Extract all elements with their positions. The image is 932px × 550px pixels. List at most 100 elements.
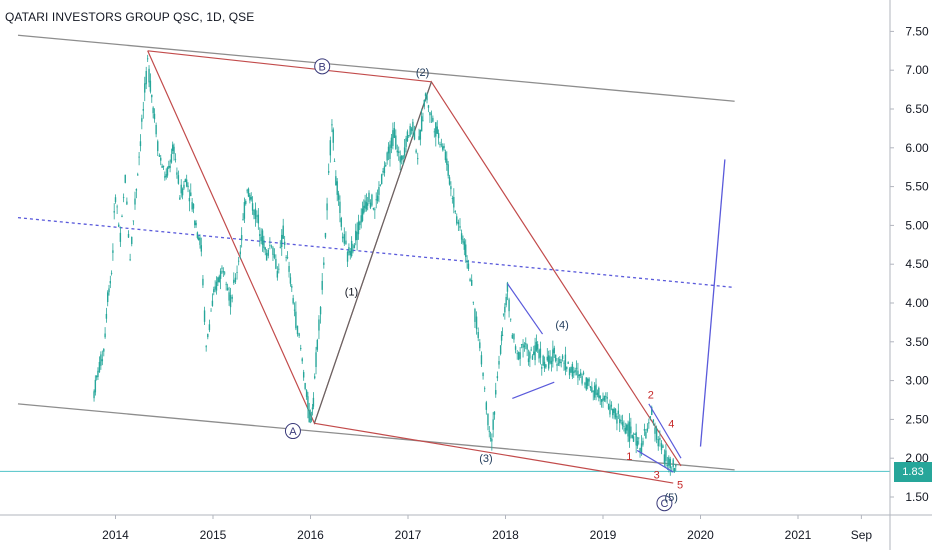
candle-body bbox=[375, 199, 377, 201]
channel-line[interactable] bbox=[506, 283, 544, 335]
candle-body bbox=[429, 112, 431, 116]
candle-body bbox=[379, 184, 382, 186]
candle-body bbox=[560, 362, 562, 364]
candle-body bbox=[623, 426, 625, 428]
candle-body bbox=[568, 368, 571, 376]
candle-body bbox=[233, 279, 235, 283]
candle-body bbox=[110, 272, 113, 274]
candle-body bbox=[132, 220, 135, 222]
candle-body bbox=[588, 378, 590, 382]
price-axis-ticks[interactable]: 1.50 2.00 2.50 3.00 3.50 4.00 4.50 5.00 5.50 6.00… bbox=[890, 24, 929, 504]
trend-line[interactable] bbox=[17, 403, 735, 471]
price-tick-label: 4.50 bbox=[905, 257, 929, 271]
candle-body bbox=[534, 345, 536, 361]
candle-body bbox=[229, 294, 232, 308]
candle-body bbox=[349, 251, 351, 256]
candle-body bbox=[119, 232, 122, 242]
channel-line[interactable] bbox=[648, 403, 682, 459]
channel-lines[interactable] bbox=[506, 283, 682, 473]
candle-body bbox=[226, 287, 229, 291]
candle-body bbox=[160, 157, 162, 161]
candle-body bbox=[174, 158, 177, 160]
price-tick-label: 6.50 bbox=[905, 102, 929, 116]
candle-body bbox=[665, 450, 667, 461]
candle-body bbox=[420, 116, 423, 132]
candle-body bbox=[323, 262, 325, 265]
pattern-line[interactable] bbox=[314, 422, 674, 484]
wave-label: C bbox=[660, 498, 668, 510]
candle-body bbox=[516, 353, 518, 355]
candle-body bbox=[141, 118, 143, 122]
candle-body bbox=[329, 140, 332, 156]
candle-body bbox=[279, 246, 281, 248]
candle-body bbox=[321, 280, 323, 290]
time-axis-ticks[interactable]: 2014 2015 2016 2017 2018 2019 2020 2021 Sep bbox=[102, 515, 872, 542]
candle-body bbox=[498, 361, 500, 365]
trend-lines[interactable] bbox=[17, 34, 735, 471]
candle-body bbox=[158, 155, 161, 157]
price-series[interactable] bbox=[93, 54, 677, 476]
candle-body bbox=[549, 356, 551, 363]
candle-body bbox=[632, 436, 635, 442]
candle-body bbox=[372, 208, 375, 210]
trend-line[interactable] bbox=[17, 216, 735, 289]
candle-body bbox=[448, 177, 451, 185]
candle-body bbox=[571, 364, 574, 377]
wave-label-circle bbox=[314, 58, 331, 75]
candle-body bbox=[296, 325, 299, 335]
candle-body bbox=[657, 439, 659, 447]
candle-body bbox=[116, 206, 118, 208]
candle-body bbox=[164, 176, 166, 178]
candle-body bbox=[495, 390, 497, 395]
candle-body bbox=[210, 310, 212, 312]
candle-body bbox=[315, 352, 317, 368]
candle-body bbox=[138, 156, 140, 158]
price-tick-label: 2.50 bbox=[905, 412, 929, 426]
candle-body bbox=[634, 433, 636, 435]
pattern-line[interactable] bbox=[147, 50, 682, 467]
candle-body bbox=[316, 339, 319, 350]
candle-body bbox=[152, 107, 154, 114]
candle-body bbox=[522, 343, 524, 348]
candle-body bbox=[517, 352, 520, 360]
candle-body bbox=[213, 289, 215, 292]
candle-body bbox=[127, 233, 130, 238]
elliott-pattern-lines[interactable] bbox=[147, 50, 682, 484]
candle-body bbox=[307, 396, 309, 410]
pattern-line[interactable] bbox=[313, 81, 432, 424]
candle-body bbox=[326, 203, 328, 211]
candle-body bbox=[191, 202, 193, 210]
candle-body bbox=[293, 309, 296, 311]
candle-body bbox=[318, 319, 320, 331]
candle-body bbox=[447, 164, 449, 176]
candle-body bbox=[607, 403, 610, 409]
candle-body bbox=[144, 83, 146, 93]
candle-body bbox=[371, 194, 373, 206]
candle-body bbox=[612, 408, 614, 416]
candle-body bbox=[513, 333, 515, 340]
candle-body bbox=[367, 203, 369, 206]
candle-body bbox=[419, 130, 422, 140]
candle-body bbox=[563, 362, 565, 364]
candle-body bbox=[205, 346, 207, 348]
candle-body bbox=[202, 278, 204, 286]
candle-body bbox=[427, 105, 430, 108]
trend-line[interactable] bbox=[17, 34, 735, 102]
candle-body bbox=[525, 343, 527, 345]
pattern-line[interactable] bbox=[147, 50, 432, 83]
candle-body bbox=[173, 146, 175, 154]
candle-body bbox=[198, 237, 200, 241]
candle-body bbox=[433, 131, 436, 133]
candle-body bbox=[600, 399, 603, 402]
candle-body bbox=[654, 427, 656, 434]
price-tick-label: 3.00 bbox=[905, 374, 929, 388]
candle-body bbox=[630, 426, 632, 434]
candle-body bbox=[500, 334, 503, 341]
candle-body bbox=[508, 299, 510, 312]
candle-body bbox=[606, 397, 608, 399]
candle-body bbox=[332, 129, 334, 143]
channel-line[interactable] bbox=[512, 381, 555, 400]
channel-line[interactable] bbox=[636, 449, 674, 473]
trend-line[interactable] bbox=[699, 159, 726, 447]
